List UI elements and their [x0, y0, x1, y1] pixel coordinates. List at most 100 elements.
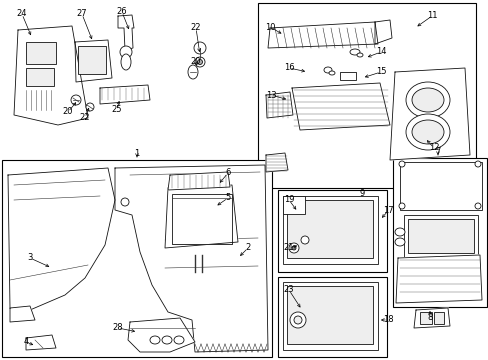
Polygon shape	[8, 168, 115, 310]
Text: 22: 22	[190, 23, 201, 32]
Text: 27: 27	[77, 9, 87, 18]
Text: 19: 19	[283, 195, 294, 204]
Polygon shape	[374, 20, 391, 44]
Ellipse shape	[71, 95, 81, 105]
Text: 18: 18	[382, 315, 392, 324]
Polygon shape	[128, 318, 195, 352]
Polygon shape	[413, 308, 449, 328]
Polygon shape	[395, 255, 481, 303]
Text: 23: 23	[283, 285, 294, 294]
Bar	[26, 68, 54, 86]
Bar	[278, 190, 386, 272]
Text: 13: 13	[265, 90, 276, 99]
Ellipse shape	[121, 198, 129, 206]
Text: 7: 7	[434, 148, 440, 157]
Ellipse shape	[289, 312, 305, 328]
Text: 10: 10	[264, 22, 275, 31]
Text: 25: 25	[112, 105, 122, 114]
Bar	[407, 219, 473, 253]
Text: 22: 22	[80, 113, 90, 122]
Bar	[286, 286, 372, 344]
Text: 4: 4	[23, 338, 29, 346]
Polygon shape	[100, 85, 150, 104]
Polygon shape	[164, 185, 238, 248]
Text: 24: 24	[17, 9, 27, 18]
Ellipse shape	[411, 120, 443, 144]
Text: 26: 26	[117, 8, 127, 17]
Bar	[2, 160, 271, 357]
Ellipse shape	[293, 316, 302, 324]
Text: 2: 2	[245, 243, 250, 252]
Ellipse shape	[121, 54, 131, 70]
Ellipse shape	[120, 46, 132, 58]
Bar	[283, 196, 305, 214]
Bar	[278, 277, 386, 357]
Polygon shape	[265, 153, 287, 172]
Ellipse shape	[324, 67, 331, 73]
Bar	[172, 194, 231, 244]
Text: 9: 9	[359, 189, 364, 198]
Ellipse shape	[356, 53, 362, 57]
Text: 1: 1	[134, 149, 140, 158]
Text: 14: 14	[375, 48, 386, 57]
Bar	[339, 72, 355, 80]
Ellipse shape	[194, 42, 205, 54]
Ellipse shape	[394, 228, 404, 236]
Ellipse shape	[394, 238, 404, 246]
Ellipse shape	[411, 88, 443, 112]
Text: 8: 8	[427, 314, 432, 323]
Ellipse shape	[195, 57, 204, 67]
Ellipse shape	[398, 161, 404, 167]
Ellipse shape	[405, 114, 449, 150]
Bar	[78, 46, 106, 74]
Ellipse shape	[86, 103, 94, 111]
Bar	[433, 312, 443, 324]
Ellipse shape	[474, 203, 480, 209]
Ellipse shape	[291, 246, 295, 250]
Ellipse shape	[150, 336, 160, 344]
Polygon shape	[168, 172, 229, 190]
Bar	[392, 158, 486, 307]
Ellipse shape	[197, 59, 202, 64]
Text: 5: 5	[225, 193, 230, 202]
Ellipse shape	[174, 336, 183, 344]
Text: 20: 20	[62, 108, 73, 117]
Text: 15: 15	[375, 68, 386, 77]
Bar	[26, 42, 56, 64]
Polygon shape	[265, 92, 292, 118]
Text: 21: 21	[283, 243, 294, 252]
Ellipse shape	[162, 336, 172, 344]
Ellipse shape	[328, 71, 334, 75]
Bar	[258, 3, 475, 188]
Bar	[403, 215, 477, 257]
Bar	[283, 282, 377, 350]
Bar	[286, 200, 372, 258]
Polygon shape	[115, 165, 267, 352]
Text: 20: 20	[190, 58, 201, 67]
Text: 12: 12	[428, 144, 438, 153]
Text: 28: 28	[112, 324, 123, 333]
Bar	[419, 312, 431, 324]
Polygon shape	[14, 26, 88, 125]
Polygon shape	[26, 335, 56, 350]
Text: 3: 3	[27, 253, 33, 262]
Text: 6: 6	[225, 168, 230, 177]
Text: 17: 17	[382, 207, 392, 216]
Bar	[399, 162, 481, 210]
Ellipse shape	[187, 65, 198, 79]
Bar	[283, 196, 377, 264]
Polygon shape	[10, 306, 35, 322]
Polygon shape	[75, 40, 112, 82]
Polygon shape	[118, 15, 134, 50]
Polygon shape	[291, 83, 389, 130]
Ellipse shape	[349, 49, 359, 55]
Ellipse shape	[288, 243, 298, 253]
Polygon shape	[389, 68, 469, 160]
Ellipse shape	[474, 161, 480, 167]
Text: 16: 16	[283, 63, 294, 72]
Ellipse shape	[398, 203, 404, 209]
Polygon shape	[267, 22, 377, 48]
Text: 11: 11	[426, 12, 436, 21]
Ellipse shape	[405, 82, 449, 118]
Ellipse shape	[301, 236, 308, 244]
